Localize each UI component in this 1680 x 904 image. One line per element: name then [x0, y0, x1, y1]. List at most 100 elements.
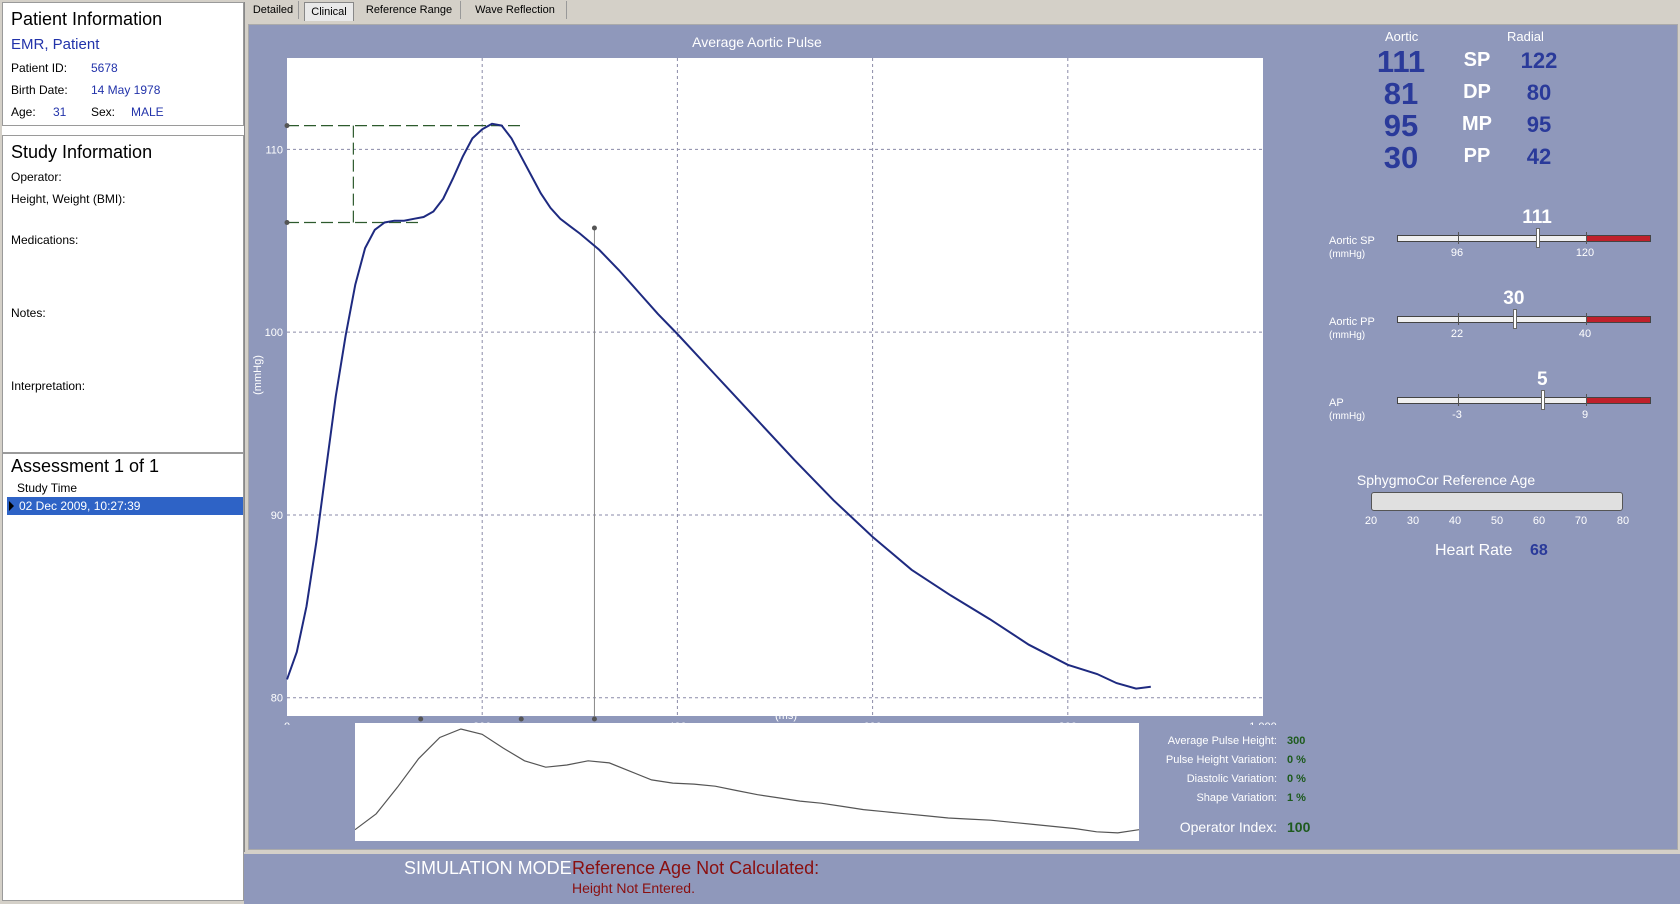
- y-tick-label: 90: [271, 510, 283, 522]
- stat-pulse-height-variation-value: 0 %: [1287, 754, 1306, 766]
- gauge-needle: [1541, 390, 1546, 410]
- chart-marker: [284, 123, 290, 129]
- gauge-aortic-sp-unit: (mmHg): [1329, 249, 1366, 260]
- row-pointer-icon: [9, 501, 14, 511]
- axis-marker: [518, 716, 524, 722]
- gauge-aortic-sp-value: 111: [1522, 207, 1552, 228]
- gauge-aortic-pp-low: 22: [1450, 328, 1464, 340]
- ref-age-tick: 80: [1616, 515, 1630, 527]
- study-time-header[interactable]: Study Time: [17, 481, 78, 495]
- tab-clinical[interactable]: Clinical: [304, 2, 354, 21]
- chart-title: Average Aortic Pulse: [692, 34, 822, 50]
- dp-label: DP: [1463, 81, 1491, 103]
- aortic-pp: 30: [1383, 140, 1419, 175]
- clinical-panel: Average Aortic Pulse 02004006008001,0008…: [248, 24, 1678, 850]
- chart-markers: [284, 123, 597, 722]
- left-panel: Patient Information EMR, Patient Patient…: [2, 2, 245, 901]
- radial-sp: 122: [1520, 48, 1558, 73]
- sp-label: SP: [1463, 49, 1491, 71]
- gauge-tick-mark: [1458, 394, 1459, 406]
- chart-annotations: [287, 125, 595, 719]
- axis-marker: [418, 716, 424, 722]
- reference-age-warning: Reference Age Not Calculated:: [572, 858, 820, 878]
- y-tick-label: 100: [265, 327, 283, 339]
- stat-diastolic-variation-value: 0 %: [1287, 773, 1306, 785]
- tab-detailed[interactable]: Detailed: [248, 1, 299, 19]
- radial-mp: 95: [1526, 112, 1552, 137]
- study-info-title: Study Information: [11, 142, 153, 162]
- tab-reference-range[interactable]: Reference Range: [358, 1, 461, 19]
- operator-label: Operator:: [11, 170, 62, 184]
- sex-label: Sex:: [91, 105, 116, 119]
- gauge-tick-mark: [1586, 394, 1587, 406]
- patient-info-title: Patient Information: [11, 9, 163, 29]
- patient-name: EMR, Patient: [11, 36, 100, 53]
- plot-area: [287, 58, 1263, 716]
- gauge-tick-mark: [1586, 313, 1587, 325]
- simulation-mode-text: SIMULATION MODE: [404, 858, 572, 878]
- operator-index-label: Operator Index:: [1179, 819, 1277, 835]
- notes-label: Notes:: [11, 306, 46, 320]
- aortic-dp: 81: [1383, 76, 1419, 111]
- ref-age-tick: 30: [1406, 515, 1420, 527]
- patient-id-label: Patient ID:: [11, 61, 68, 75]
- gauge-needle: [1512, 309, 1517, 329]
- radial-pp: 42: [1526, 144, 1552, 169]
- aortic-sp: 111: [1376, 44, 1426, 79]
- axis-marker: [591, 716, 597, 722]
- x-tick-label: 0: [284, 721, 290, 725]
- pulse-trace: [286, 122, 1151, 690]
- patient-id-value: 5678: [91, 61, 118, 75]
- gauge-ap-low: -3: [1452, 409, 1462, 421]
- gauges: Aortic SP (mmHg) 111 96 120 Aortic PP (m…: [1329, 197, 1669, 437]
- gauge-aortic-sp-low: 96: [1450, 247, 1464, 259]
- gauge-aortic-pp-unit: (mmHg): [1329, 330, 1366, 341]
- pp-label: PP: [1463, 145, 1491, 167]
- gauge-tick-mark: [1458, 232, 1459, 244]
- gauge-tick-mark: [1586, 232, 1587, 244]
- aortic-pulse-chart: Average Aortic Pulse 02004006008001,0008…: [252, 34, 1277, 725]
- tab-wave-reflection[interactable]: Wave Reflection: [464, 1, 567, 19]
- assessment-title: Assessment 1 of 1: [11, 456, 160, 476]
- operator-index-value: 100: [1287, 819, 1311, 835]
- gauge-needle: [1536, 228, 1540, 248]
- ref-age-tick: 50: [1490, 515, 1504, 527]
- radial-header: Radial: [1507, 29, 1544, 44]
- gauge-ap-unit: (mmHg): [1329, 411, 1366, 422]
- height-weight-label: Height, Weight (BMI):: [11, 192, 126, 206]
- medications-label: Medications:: [11, 233, 79, 247]
- gauge-aortic-pp-label: Aortic PP: [1329, 316, 1375, 328]
- birth-date-label: Birth Date:: [11, 83, 68, 97]
- reference-age-bar: [1371, 492, 1623, 511]
- pulse-strip: [355, 723, 1139, 841]
- ref-age-tick: 40: [1448, 515, 1462, 527]
- age-value: 31: [53, 105, 67, 119]
- grid-lines: [287, 58, 1263, 716]
- chart-marker: [284, 220, 290, 225]
- gauge-aortic-pp-high: 40: [1578, 328, 1592, 340]
- gauge-ap-label: AP: [1329, 397, 1344, 409]
- y-axis-label: (mmHg): [252, 355, 264, 395]
- stat-diastolic-variation-label: Diastolic Variation:: [1186, 773, 1277, 785]
- gauge-tick-mark: [1458, 313, 1459, 325]
- assessment-row-selected[interactable]: 02 Dec 2009, 10:27:39: [7, 497, 243, 515]
- x-axis-label: (ms): [775, 710, 797, 722]
- interpretation-label: Interpretation:: [11, 379, 86, 393]
- assessment-row-time: 02 Dec 2009, 10:27:39: [19, 499, 141, 513]
- x-tick-label: 1,000: [1249, 721, 1277, 725]
- reference-age-ticks: 20 30 40 50 60 70 80: [1361, 515, 1631, 529]
- pulse-strip-bg: [355, 723, 1139, 841]
- ref-age-tick: 60: [1532, 515, 1546, 527]
- y-tick-label: 80: [271, 693, 283, 705]
- gauge-aortic-sp-high: 120: [1575, 247, 1595, 259]
- gauge-aortic-sp-label: Aortic SP: [1329, 235, 1375, 247]
- aortic-header: Aortic: [1385, 29, 1419, 44]
- age-label: Age:: [11, 105, 36, 119]
- stat-average-pulse-height-label: Average Pulse Height:: [1167, 735, 1277, 747]
- height-not-entered-text: Height Not Entered.: [572, 880, 695, 896]
- stat-shape-variation-label: Shape Variation:: [1196, 792, 1277, 804]
- birth-date-value: 14 May 1978: [91, 83, 161, 97]
- heart-rate-label: Heart Rate: [1435, 542, 1513, 559]
- mp-label: MP: [1462, 113, 1492, 135]
- stat-shape-variation-value: 1 %: [1287, 792, 1306, 804]
